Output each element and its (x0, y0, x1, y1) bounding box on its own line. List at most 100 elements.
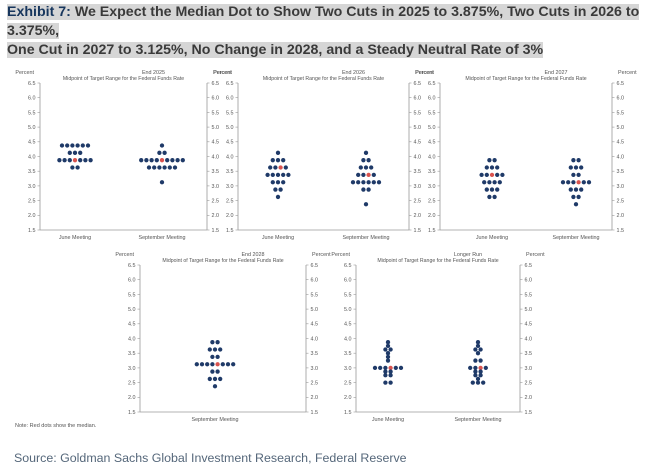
dot (172, 165, 178, 170)
y-tick-label-right: 2.5 (617, 199, 625, 205)
y-axis-title-right: Percent (312, 252, 331, 258)
dot (363, 202, 369, 207)
dot (388, 380, 393, 385)
chart-note: Note: Red dots show the median. (15, 423, 97, 429)
y-tick-label-right: 1.5 (311, 410, 319, 416)
y-tick-label-left: 5.0 (344, 307, 352, 313)
dot (356, 172, 361, 178)
y-tick-label-left: 2.5 (344, 381, 352, 387)
dot (568, 187, 573, 192)
dot (59, 143, 65, 148)
panel-title: Longer Run (454, 252, 482, 258)
y-tick-label-right: 2.0 (414, 213, 422, 219)
y-tick-label-left: 5.0 (28, 125, 36, 131)
dot (560, 180, 566, 185)
dot (275, 158, 281, 163)
y-tick-label-left: 6.5 (226, 81, 234, 87)
dot (363, 165, 369, 170)
y-tick-label-right: 3.0 (311, 366, 319, 372)
x-category-label: June Meeting (59, 235, 91, 241)
dot (218, 347, 223, 352)
y-tick-label-left: 5.0 (128, 307, 136, 313)
y-tick-label-right: 5.5 (414, 110, 422, 116)
dot (231, 362, 236, 367)
dot (492, 180, 497, 185)
dot (371, 172, 376, 178)
dot (358, 165, 363, 170)
panel-subtitle: Midpoint of Target Range for the Federal… (377, 258, 498, 264)
y-tick-label-right: 6.0 (212, 96, 220, 102)
dot (67, 158, 72, 163)
dot (483, 365, 488, 371)
dot (576, 158, 581, 163)
y-tick-label-left: 4.5 (428, 140, 436, 146)
y-tick-label-left: 1.5 (226, 228, 234, 234)
dot (378, 365, 383, 371)
dot (388, 369, 393, 374)
dot (398, 365, 404, 371)
y-tick-label-right: 3.0 (212, 184, 220, 190)
panel-title: End 2028 (241, 252, 264, 258)
y-tick-label-left: 4.0 (128, 336, 136, 342)
y-tick-label-right: 5.5 (617, 110, 625, 116)
dot (481, 380, 486, 385)
x-category-label: September Meeting (342, 235, 389, 241)
dot (473, 347, 478, 352)
dot (159, 143, 165, 148)
y-tick-label-left: 2.0 (226, 213, 234, 219)
dot (210, 362, 215, 367)
dot (581, 180, 586, 185)
dot (383, 365, 388, 371)
dot (210, 340, 215, 345)
dot (175, 158, 180, 163)
dot (479, 172, 484, 178)
exhibit-label: Exhibit 7: (7, 4, 71, 20)
y-tick-label-left: 5.5 (128, 292, 136, 298)
dot (210, 369, 215, 374)
y-tick-label-left: 1.5 (344, 410, 352, 416)
dot (65, 143, 70, 148)
panel-title: End 2027 (544, 70, 567, 76)
dot (371, 180, 376, 185)
y-tick-label-right: 3.5 (525, 351, 533, 357)
y-tick-label-left: 2.0 (128, 395, 136, 401)
y-tick-label-left: 4.5 (28, 140, 36, 146)
dot (388, 373, 393, 378)
dot (568, 165, 573, 170)
y-tick-label-left: 6.0 (344, 278, 352, 284)
x-category-label: September Meeting (191, 417, 238, 423)
y-tick-label-left: 2.5 (28, 199, 36, 205)
y-tick-label-right: 4.5 (212, 140, 220, 146)
dot (218, 376, 223, 382)
y-tick-label-left: 4.5 (226, 140, 234, 146)
dot (215, 354, 220, 360)
dot (376, 180, 382, 185)
dot (162, 165, 167, 170)
dot (385, 351, 391, 356)
y-tick-label-right: 5.0 (617, 125, 625, 131)
dot (475, 380, 481, 385)
dot (586, 180, 592, 185)
dot (170, 158, 175, 163)
dot (487, 180, 492, 185)
dot (361, 187, 366, 192)
y-tick-label-left: 3.0 (128, 366, 136, 372)
dot (366, 180, 371, 185)
dot (495, 165, 500, 170)
dot (275, 150, 281, 155)
y-tick-label-right: 6.5 (525, 263, 533, 269)
dot (487, 158, 492, 163)
dot (497, 180, 502, 185)
dot (473, 369, 478, 374)
dot (157, 150, 162, 155)
panel-subtitle: Midpoint of Target Range for the Federal… (465, 76, 586, 82)
dot (70, 143, 75, 148)
y-tick-label-right: 6.0 (617, 96, 625, 102)
median-dot (388, 365, 393, 371)
median-dot (159, 158, 165, 163)
dot (75, 165, 80, 170)
dot (159, 180, 165, 185)
dot (495, 172, 500, 178)
y-tick-label-left: 6.5 (428, 81, 436, 87)
y-tick-label-left: 3.0 (344, 366, 352, 372)
